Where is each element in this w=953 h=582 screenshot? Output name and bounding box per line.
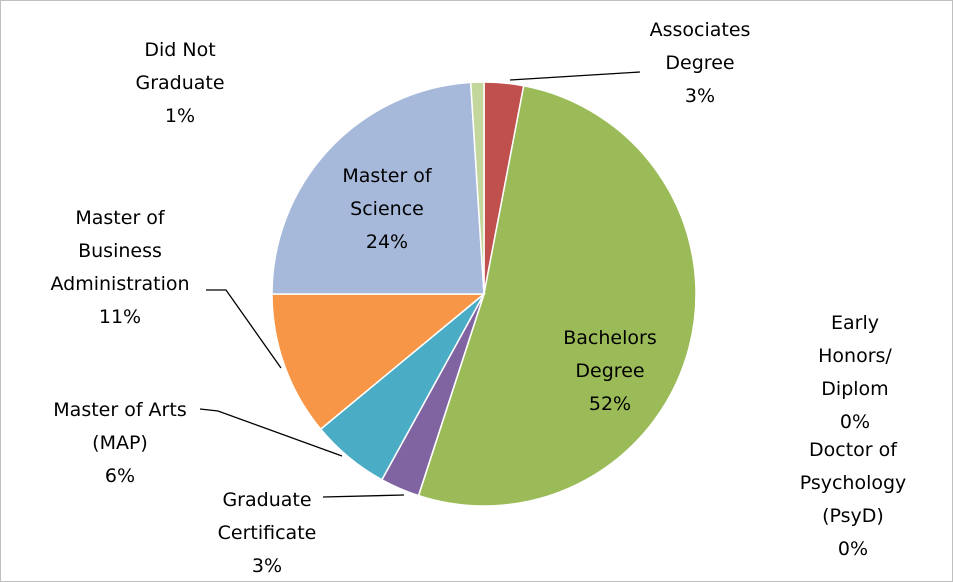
slices <box>271 81 697 507</box>
pie-slice <box>469 81 485 295</box>
slice-label: Master of Science 24% <box>342 160 431 259</box>
category-label: Master of Science <box>342 165 432 220</box>
leader-line <box>509 71 641 81</box>
value-label: 6% <box>104 465 136 487</box>
category-label: Master of Arts (MAP) <box>53 399 187 454</box>
leader-lines <box>199 71 641 498</box>
value-label: 52% <box>588 393 632 415</box>
category-label: Master of Business Administration <box>50 207 190 295</box>
slice-label: Graduate Certificate 3% <box>218 484 317 582</box>
category-label: Doctor of Psychology (PsyD) <box>799 439 907 527</box>
value-label: 3% <box>251 555 283 577</box>
category-label: Early Honors/ Diplom <box>818 312 892 400</box>
category-label: Did Not Graduate <box>135 39 225 94</box>
slice-label: Doctor of Psychology (PsyD) 0% <box>800 434 907 566</box>
pie-slice <box>271 81 485 295</box>
leader-line <box>206 289 282 369</box>
pie-slice <box>271 293 487 431</box>
category-label: Bachelors Degree <box>563 327 657 382</box>
slice-label: Did Not Graduate 1% <box>135 34 224 133</box>
value-label: 11% <box>98 306 142 328</box>
leader-line <box>199 408 343 457</box>
value-label: 0% <box>839 411 871 433</box>
pie-slice <box>417 84 697 507</box>
value-label: 0% <box>837 538 869 560</box>
value-label: 24% <box>365 231 409 253</box>
category-label: Associates Degree <box>649 19 751 74</box>
slice-label: Bachelors Degree 52% <box>563 322 656 421</box>
category-label: Graduate Certificate <box>217 489 317 544</box>
slice-label: Early Honors/ Diplom 0% <box>806 307 904 439</box>
value-label: 1% <box>164 105 196 127</box>
slice-label: Associates Degree 3% <box>650 14 751 113</box>
slice-label: Master of Business Administration 11% <box>50 202 189 334</box>
slice-label: Master of Arts (MAP) 6% <box>53 394 186 493</box>
leader-line <box>322 494 405 498</box>
value-label: 3% <box>684 85 716 107</box>
